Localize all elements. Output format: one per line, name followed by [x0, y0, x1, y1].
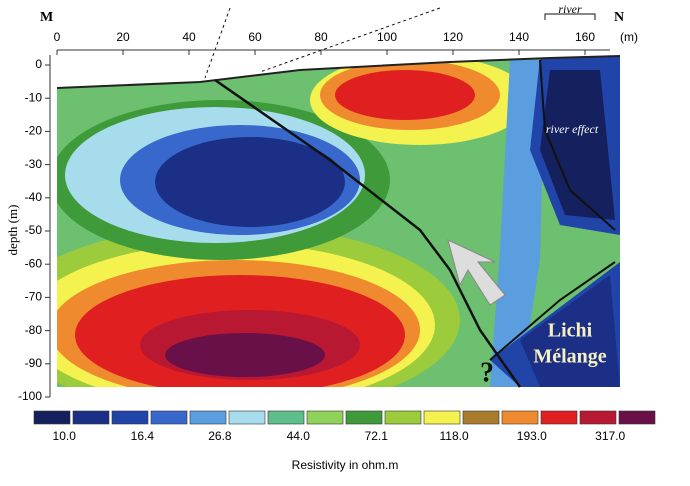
colorbar-swatch	[267, 410, 305, 425]
colorbar-label: 193.0	[517, 429, 547, 443]
y-tick-label: -80	[25, 323, 43, 337]
colorbar-swatch	[423, 410, 461, 425]
colorbar-swatch	[618, 410, 656, 425]
colorbar-swatch	[111, 410, 149, 425]
annotation: ?	[480, 357, 494, 388]
colorbar-swatch	[33, 410, 71, 425]
colorbar-label: 118.0	[440, 429, 469, 443]
colorbar-title: Resistivity in ohm.m	[292, 458, 399, 472]
colorbar-swatch	[189, 410, 227, 425]
x-tick-label: 0	[54, 30, 61, 44]
y-tick-label: -20	[25, 124, 43, 138]
colorbar-label: 317.0	[595, 429, 625, 443]
annotation: Lichi	[548, 320, 593, 342]
resistivity-section	[57, 56, 620, 387]
colorbar-swatch	[72, 410, 110, 425]
annotation: Mélange	[533, 346, 606, 368]
x-tick-label: 160	[575, 30, 595, 44]
x-tick-label: 80	[314, 30, 328, 44]
x-tick-label: 60	[248, 30, 262, 44]
x-tick-label: 120	[443, 30, 463, 44]
y-tick-label: -70	[25, 290, 43, 304]
y-tick-label: -40	[25, 190, 43, 204]
y-tick-label: -10	[25, 90, 43, 104]
colorbar-label: 44.0	[287, 429, 311, 443]
colorbar-swatch	[228, 410, 266, 425]
colorbar-label: 10.0	[53, 429, 77, 443]
x-unit: (m)	[620, 30, 638, 44]
annotation: river effect	[546, 122, 599, 136]
colorbar-label: 26.8	[208, 429, 232, 443]
y-tick-label: -30	[25, 157, 43, 171]
left-label: M	[40, 10, 53, 25]
y-axis-label: depth (m)	[5, 205, 20, 256]
y-tick-label: -90	[25, 356, 43, 370]
x-tick-label: 40	[182, 30, 196, 44]
x-tick-label: 140	[509, 30, 529, 44]
y-tick-label: -50	[25, 223, 43, 237]
colorbar-swatch	[501, 410, 539, 425]
colorbar-swatch	[462, 410, 500, 425]
annotation: river	[558, 2, 582, 16]
y-tick-label: 0	[35, 57, 42, 71]
colorbar-label: 72.1	[365, 429, 389, 443]
colorbar-swatch	[540, 410, 578, 425]
y-tick-label: -60	[25, 256, 43, 270]
right-label: N	[614, 10, 624, 25]
colorbar-label: 16.4	[131, 429, 155, 443]
colorbar-swatch	[384, 410, 422, 425]
colorbar-swatch	[345, 410, 383, 425]
colorbar-swatch	[306, 410, 344, 425]
colorbar-swatch	[579, 410, 617, 425]
x-tick-label: 100	[377, 30, 397, 44]
colorbar-swatch	[150, 410, 188, 425]
x-tick-label: 20	[116, 30, 130, 44]
y-tick-label: -100	[18, 389, 42, 403]
